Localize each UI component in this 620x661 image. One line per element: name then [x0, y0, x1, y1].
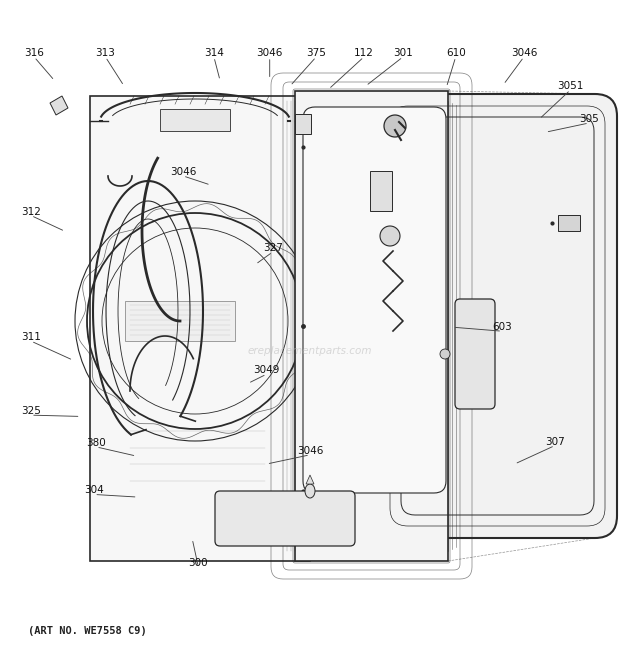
Text: 3046: 3046	[257, 48, 283, 58]
Text: 327: 327	[263, 243, 283, 253]
Text: 301: 301	[393, 48, 413, 58]
Text: 380: 380	[86, 438, 106, 448]
Text: 305: 305	[579, 114, 599, 124]
Text: ereplacementparts.com: ereplacementparts.com	[248, 346, 372, 356]
Text: 112: 112	[354, 48, 374, 58]
Text: 3046: 3046	[511, 48, 537, 58]
Text: 603: 603	[492, 322, 512, 332]
Circle shape	[384, 115, 406, 137]
Text: 304: 304	[84, 485, 104, 496]
Text: 3046: 3046	[297, 446, 323, 456]
Bar	[90, 96, 310, 561]
FancyBboxPatch shape	[303, 107, 446, 493]
FancyBboxPatch shape	[455, 299, 495, 409]
Text: 325: 325	[21, 406, 41, 416]
Bar	[558, 215, 580, 231]
Text: 3049: 3049	[254, 365, 280, 375]
Polygon shape	[306, 475, 314, 484]
Bar	[295, 91, 448, 561]
Text: 313: 313	[95, 48, 115, 58]
Text: 3046: 3046	[170, 167, 196, 177]
Circle shape	[380, 226, 400, 246]
Bar	[125, 301, 235, 341]
Text: 3051: 3051	[557, 81, 583, 91]
Text: 311: 311	[21, 332, 41, 342]
Text: 375: 375	[306, 48, 326, 58]
Text: 312: 312	[21, 206, 41, 217]
FancyBboxPatch shape	[215, 491, 355, 546]
Text: 316: 316	[24, 48, 44, 58]
Text: 307: 307	[545, 436, 565, 447]
Circle shape	[440, 349, 450, 359]
FancyBboxPatch shape	[378, 94, 617, 538]
Text: 314: 314	[204, 48, 224, 58]
Text: 610: 610	[446, 48, 466, 58]
Ellipse shape	[305, 484, 315, 498]
Text: (ART NO. WE7558 C9): (ART NO. WE7558 C9)	[28, 626, 147, 636]
Bar	[160, 109, 230, 131]
Bar	[370, 171, 392, 211]
Text: 300: 300	[188, 558, 208, 568]
Bar	[295, 114, 311, 134]
Polygon shape	[50, 96, 68, 115]
